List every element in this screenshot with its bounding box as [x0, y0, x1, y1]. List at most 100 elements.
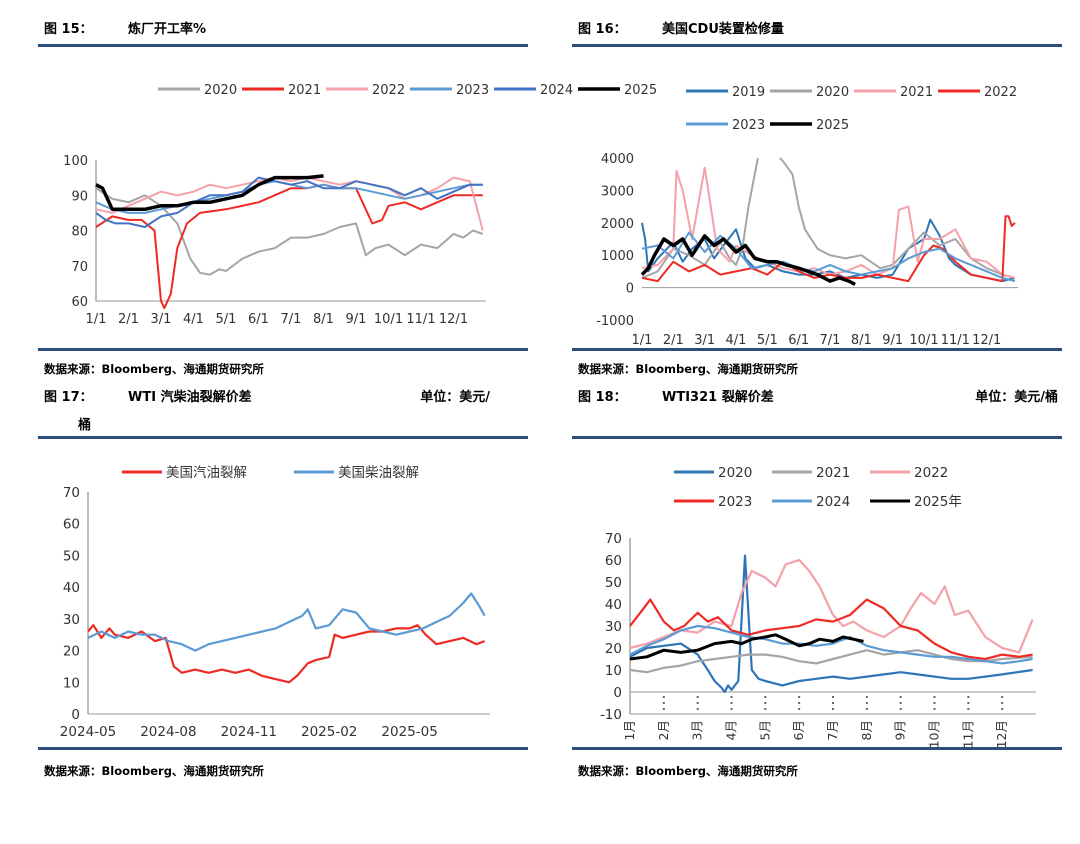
y-tick-label: 10 [63, 675, 80, 691]
x-tick-label: 5月 [757, 720, 772, 740]
x-tick-label: 10月 [927, 720, 942, 748]
x-tick-label: 9/1 [882, 333, 903, 348]
x-tick-label: 11/1 [941, 333, 970, 348]
legend-label: 2019 [732, 85, 765, 100]
legend-label: 2022 [984, 85, 1017, 100]
legend-label: 2025 [624, 83, 657, 98]
x-tick-label: 8月 [859, 720, 874, 740]
legend-label: 2023 [456, 83, 489, 98]
fig15-heading: 图 15： 炼厂开工率% [44, 18, 206, 37]
x-tick-label: 3月 [690, 720, 705, 740]
x-tick-label: 4/1 [183, 312, 204, 327]
y-tick-label: 50 [63, 548, 80, 564]
fig16-number: 图 16： [578, 22, 627, 37]
x-tick-label: 10/1 [374, 312, 403, 327]
y-tick-label: -1000 [596, 314, 634, 329]
chart-wti-gasoline-diesel-crack: 0 10 20 30 40 50 60 70 2024-05 2024-08 2024-11 2025… [60, 465, 490, 740]
y-tick-label: 20 [63, 644, 80, 660]
series-line-2024 [629, 624, 1033, 665]
legend-label: 2024 [540, 83, 573, 98]
fig15-title: 炼厂开工率% [128, 22, 207, 37]
series-line-美国柴油裂解 [87, 592, 486, 652]
series-line-美国汽油裂解 [87, 624, 485, 684]
x-tick-label: 1月 [622, 720, 637, 740]
x-tick-label: 4月 [724, 720, 739, 740]
series-line-2019 [641, 218, 1016, 283]
fig17-source: 数据来源：Bloomberg、海通期货研究所 [44, 764, 264, 778]
series-line-2025 [640, 234, 856, 286]
series-line-2023 [641, 231, 1016, 283]
x-tick-label: 8/1 [313, 312, 334, 327]
y-tick-label: 40 [63, 580, 80, 596]
y-tick-label: 100 [63, 154, 88, 169]
fig18-heading: 图 18： WTI321 裂解价差 [578, 386, 774, 405]
series-line-2022 [629, 558, 1034, 654]
legend-label: 2020 [204, 83, 237, 98]
legend-label: 2025 [816, 118, 849, 133]
fig16-title: 美国CDU装置检修量 [662, 22, 784, 37]
x-tick-label: 9月 [893, 720, 908, 740]
fig17-number: 图 17： [44, 390, 93, 405]
fig18-bottom-rule [572, 747, 1062, 750]
y-tick-label: 50 [605, 575, 622, 591]
x-tick-label: 5/1 [216, 312, 237, 327]
series-line-2020 [95, 187, 484, 276]
x-tick-label: 3/1 [694, 333, 715, 348]
legend-label: 2022 [914, 465, 948, 481]
fig16-bottom-rule [572, 348, 1062, 351]
series-line-2021 [95, 183, 483, 310]
y-tick-label: 70 [605, 531, 622, 547]
x-tick-label: 11月 [960, 720, 975, 748]
series-line-2021 [629, 649, 1033, 674]
x-tick-label: 5/1 [757, 333, 778, 348]
legend-label: 2025年 [914, 494, 962, 510]
legend-label: 2021 [288, 83, 321, 98]
x-tick-label: 2/1 [663, 333, 684, 348]
x-tick-label: 2024-08 [140, 724, 196, 740]
x-tick-label: 2/1 [118, 312, 139, 327]
series-line-2024 [95, 176, 483, 228]
x-tick-label: 1/1 [632, 333, 653, 348]
series-line-2025年 [629, 633, 864, 661]
fig17-bottom-rule [38, 747, 528, 750]
y-tick-label: 1000 [601, 249, 634, 264]
x-tick-label: 9/1 [346, 312, 367, 327]
chart-cdu-outage: -1000 0 1000 2000 3000 4000 1/1 2/1 3/1 4/1 5/1 6/1… [596, 85, 1018, 348]
series-line-2020 [629, 554, 1033, 694]
x-tick-label: 2024-11 [221, 724, 277, 740]
series-line-2020 [641, 157, 759, 279]
x-tick-label: 12月 [994, 720, 1009, 748]
y-tick-label: 0 [626, 282, 634, 297]
y-tick-label: 2000 [601, 217, 634, 232]
x-tick-label: 2025-02 [301, 724, 357, 740]
legend-label: 2023 [732, 118, 765, 133]
y-tick-label: 60 [605, 553, 622, 569]
series-line-2022 [641, 215, 1016, 283]
x-tick-label: 12/1 [439, 312, 468, 327]
series-line-2021 [641, 166, 1016, 279]
fig18-title: WTI321 裂解价差 [662, 390, 774, 405]
x-tick-label: 6月 [791, 720, 806, 740]
y-tick-label: 30 [605, 619, 622, 635]
fig17-unit-line2: 桶 [78, 418, 92, 433]
fig18-source: 数据来源：Bloomberg、海通期货研究所 [578, 764, 798, 778]
x-tick-label: 6/1 [788, 333, 809, 348]
y-tick-label: 0 [71, 707, 80, 723]
series-line-2020b [779, 157, 1016, 279]
fig18-number: 图 18： [578, 390, 627, 405]
x-tick-label: 7/1 [281, 312, 302, 327]
x-tick-label: 1/1 [86, 312, 107, 327]
fig15-source: 数据来源：Bloomberg、海通期货研究所 [44, 362, 264, 376]
legend-label: 2022 [372, 83, 405, 98]
x-tick-label: 3/1 [151, 312, 172, 327]
fig18-unit: 单位：美元/桶 [975, 390, 1058, 405]
x-tick-label: 10/1 [909, 333, 938, 348]
x-tick-label: 4/1 [726, 333, 747, 348]
y-tick-label: -10 [600, 707, 622, 723]
x-tick-label: 12/1 [972, 333, 1001, 348]
legend-label: 2020 [816, 85, 849, 100]
x-tick-label: 2025-05 [381, 724, 437, 740]
x-tick-label: 2月 [656, 720, 671, 740]
x-tick-label: 7/1 [820, 333, 841, 348]
fig17-unit: 单位：美元/ [420, 390, 490, 405]
